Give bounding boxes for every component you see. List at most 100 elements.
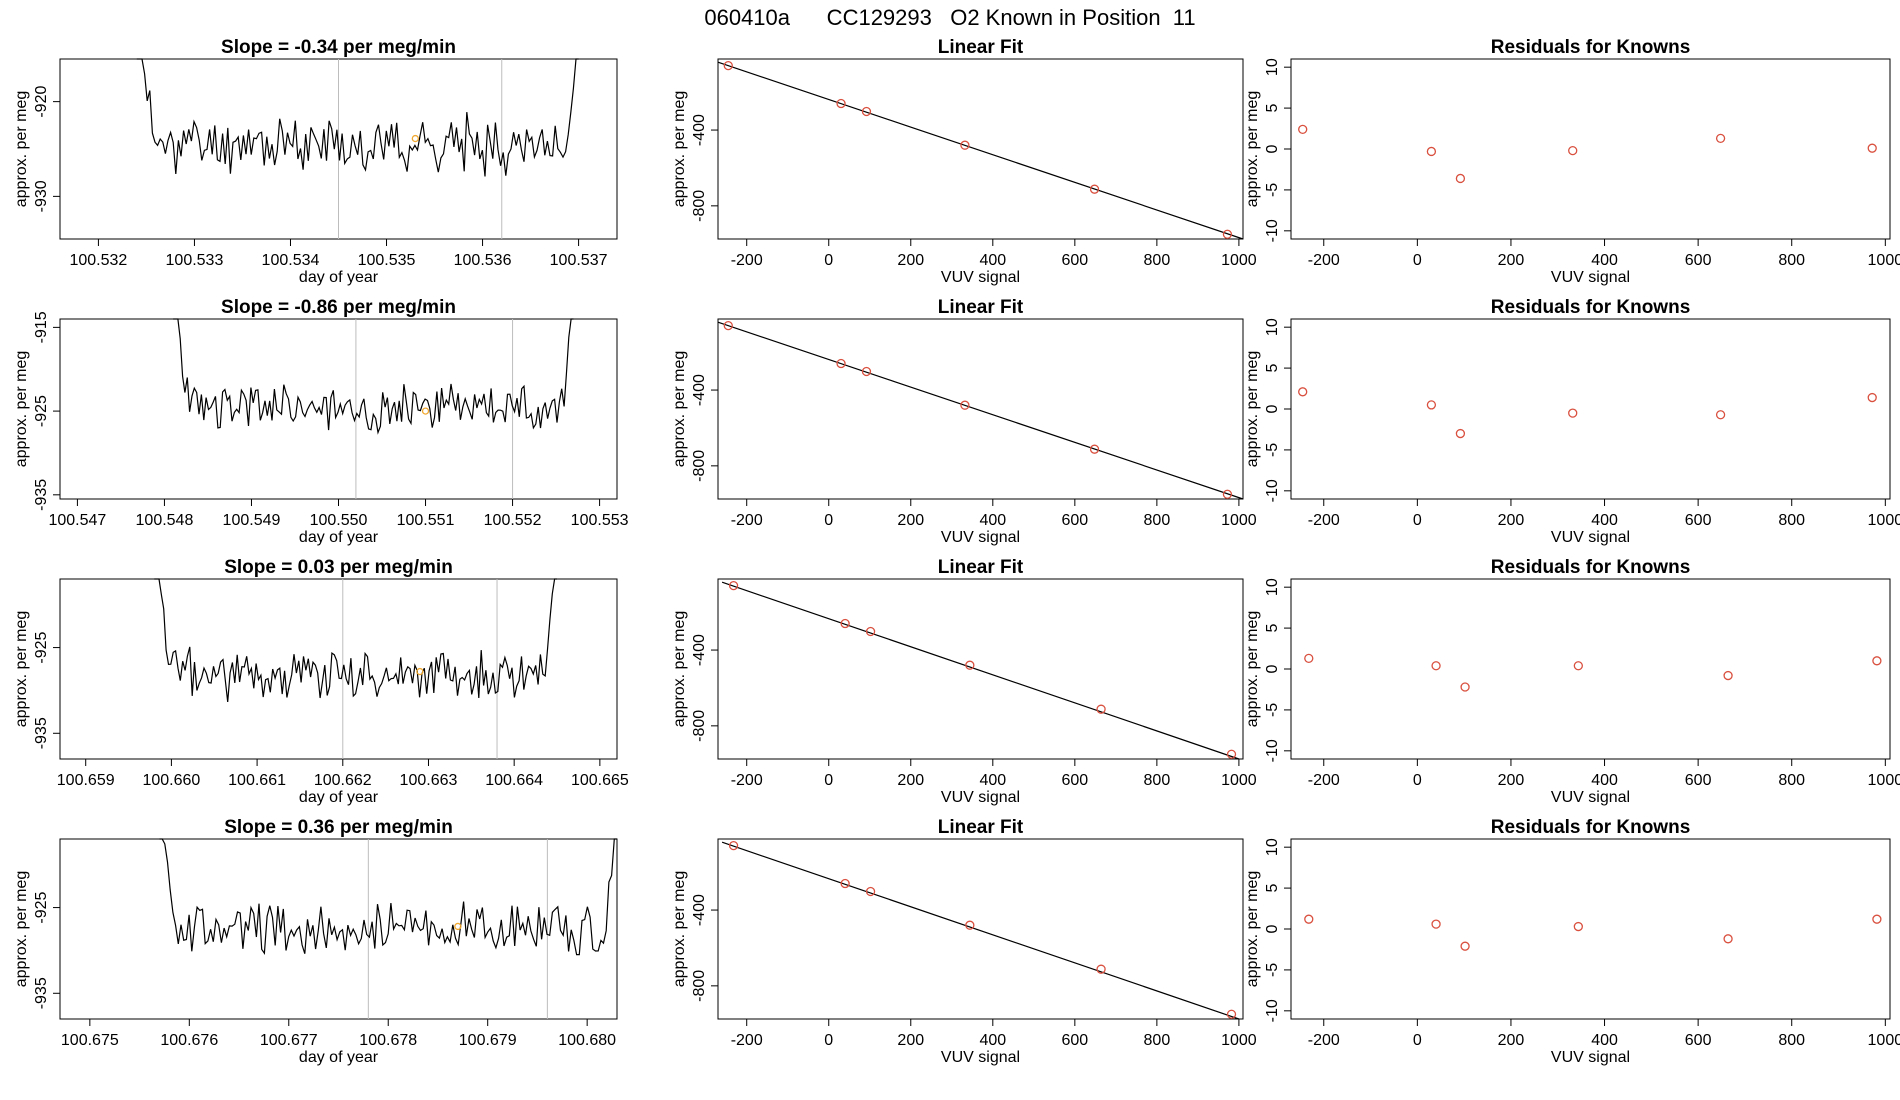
- y-tick-label: -10: [1264, 999, 1281, 1022]
- x-tick-label: 400: [979, 512, 1006, 529]
- data-point: [836, 358, 846, 369]
- data-point: [1455, 428, 1466, 439]
- x-tick-label: 100.535: [358, 252, 416, 269]
- y-tick-label: -10: [1264, 479, 1281, 502]
- x-tick-label: 0: [1413, 1032, 1422, 1049]
- y-tick-label: -915: [33, 311, 50, 343]
- data-point: [1226, 1009, 1237, 1019]
- plot-frame: [1290, 578, 1891, 760]
- y-tick-label: -925: [33, 631, 50, 663]
- data-point: [861, 366, 872, 377]
- panel-title: Residuals for Knowns: [1491, 817, 1691, 838]
- y-tick-label: -10: [1264, 739, 1281, 762]
- plot-frame: [59, 578, 618, 760]
- data-point: [1715, 410, 1726, 420]
- x-tick-label: 800: [1778, 772, 1805, 789]
- data-point: [1089, 184, 1100, 194]
- y-tick-label: -800: [691, 450, 708, 482]
- x-tick-label: 0: [824, 772, 833, 789]
- data-point: [1573, 921, 1583, 932]
- data-point: [1222, 229, 1233, 239]
- x-tick-label: 600: [1061, 1032, 1088, 1049]
- y-tick-label: 0: [1264, 144, 1281, 153]
- mean-marker: [411, 134, 419, 143]
- data-point: [865, 626, 876, 637]
- y-tick-label: -10: [1264, 219, 1281, 242]
- y-tick-label: -5: [1264, 963, 1281, 977]
- x-tick-label: 800: [1778, 1032, 1805, 1049]
- mean-marker: [454, 922, 462, 931]
- x-tick-label: 800: [1778, 252, 1805, 269]
- x-tick-label: 1000: [1221, 252, 1257, 269]
- y-tick-label: -5: [1264, 443, 1281, 457]
- x-tick-label: 800: [1144, 512, 1171, 529]
- chart-panel: Residuals for Knowns-200 0 200 400 600 800 100…: [1244, 817, 1900, 1066]
- chart-panel: Linear Fit -200 0 200 400 600 800 1000 -400 -800 V…: [671, 297, 1257, 546]
- x-tick-label: 1000: [1868, 252, 1900, 269]
- data-point: [1089, 444, 1100, 454]
- x-tick-label: 100.550: [310, 512, 368, 529]
- y-tick-label: -935: [33, 479, 50, 511]
- plot-frame: [1290, 838, 1891, 1020]
- data-point: [1096, 704, 1106, 714]
- x-tick-label: 400: [1591, 252, 1618, 269]
- panel-title: Slope = -0.86 per meg/min: [221, 297, 456, 318]
- y-axis-label: approx. per meg: [13, 871, 30, 988]
- x-tick-label: 400: [979, 772, 1006, 789]
- x-axis-label: VUV signal: [941, 529, 1020, 546]
- x-tick-label: 100.553: [571, 512, 629, 529]
- data-point: [1455, 173, 1466, 184]
- y-tick-label: 10: [1264, 318, 1281, 336]
- x-axis-label: VUV signal: [1551, 789, 1630, 806]
- y-tick-label: -935: [33, 717, 50, 749]
- panel-title: Residuals for Knowns: [1491, 297, 1691, 318]
- y-tick-label: -5: [1264, 703, 1281, 717]
- plot-frame: [717, 578, 1244, 760]
- y-tick-label: 5: [1264, 364, 1281, 373]
- x-tick-label: 100.664: [485, 772, 543, 789]
- x-tick-label: 600: [1685, 1032, 1712, 1049]
- series-line: [173, 318, 574, 435]
- x-tick-label: 100.659: [57, 772, 115, 789]
- figure-title: 060410a CC129293 O2 Known in Position 11: [704, 5, 1195, 30]
- mean-marker: [416, 667, 424, 676]
- x-tick-label: 100.676: [160, 1032, 218, 1049]
- fit-line: [717, 61, 1244, 240]
- x-tick-label: 100.549: [223, 512, 281, 529]
- data-point: [865, 886, 876, 897]
- data-point: [723, 320, 733, 331]
- x-tick-label: 100.552: [484, 512, 542, 529]
- x-tick-label: 400: [979, 252, 1006, 269]
- x-axis-label: VUV signal: [1551, 529, 1630, 546]
- data-point: [1723, 670, 1733, 681]
- data-point: [965, 920, 975, 930]
- x-axis-label: VUV signal: [1551, 269, 1630, 286]
- series-line: [154, 578, 557, 702]
- x-tick-label: 400: [1591, 1032, 1618, 1049]
- data-point: [1715, 133, 1726, 144]
- fit-line: [721, 841, 1240, 1020]
- fit-line: [721, 581, 1240, 760]
- y-axis-label: approx. per meg: [671, 351, 688, 468]
- y-axis-label: approx. per meg: [1244, 91, 1261, 208]
- x-tick-label: 600: [1061, 772, 1088, 789]
- chart-panel: Linear Fit -200 0 200 400 600 800 1000 -400 -800 V…: [671, 37, 1257, 286]
- data-point: [1426, 146, 1437, 157]
- x-tick-label: 100.534: [262, 252, 320, 269]
- y-tick-label: -930: [33, 180, 50, 212]
- x-tick-label: 100.663: [400, 772, 458, 789]
- panel-title: Residuals for Knowns: [1491, 557, 1691, 578]
- x-tick-label: 100.533: [166, 252, 224, 269]
- y-tick-label: 10: [1264, 58, 1281, 76]
- series-line: [136, 58, 579, 177]
- data-point: [728, 580, 739, 591]
- y-axis-label: approx. per meg: [13, 611, 30, 728]
- x-axis-label: day of year: [299, 269, 379, 286]
- x-tick-label: 100.665: [571, 772, 629, 789]
- x-tick-label: -200: [1308, 252, 1340, 269]
- y-axis-label: approx. per meg: [671, 611, 688, 728]
- y-axis-label: approx. per meg: [13, 91, 30, 208]
- x-tick-label: 100.532: [69, 252, 127, 269]
- y-axis-label: approx. per meg: [1244, 351, 1261, 468]
